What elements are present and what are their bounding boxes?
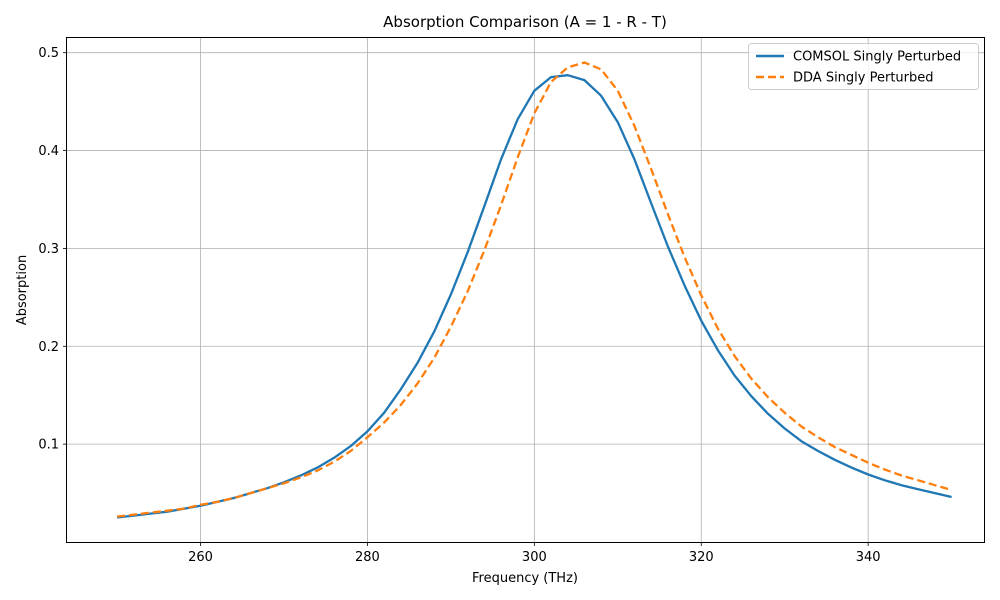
x-axis-label: Frequency (THz) [472, 571, 578, 586]
y-axis-ticks: 0.1 0.2 0.3 0.4 0.5 [38, 46, 67, 453]
x-tick-label: 280 [355, 550, 380, 565]
y-tick-label: 0.3 [38, 242, 59, 257]
x-tick-label: 300 [522, 550, 547, 565]
series-lines [116, 61, 952, 519]
x-axis-ticks: 260 280 300 320 340 [188, 542, 881, 565]
legend-label-dda: DDA Singly Perturbed [793, 71, 934, 86]
x-tick-label: 260 [188, 550, 213, 565]
plot-frame [66, 37, 985, 543]
legend-label-comsol: COMSOL Singly Perturbed [793, 50, 961, 65]
series-line-dda [116, 61, 952, 518]
y-tick-label: 0.2 [38, 340, 59, 355]
chart-title: Absorption Comparison (A = 1 - R - T) [383, 13, 667, 31]
y-tick-label: 0.1 [38, 438, 59, 453]
series-line-comsol [116, 74, 952, 519]
legend: COMSOL Singly Perturbed DDA Singly Pertu… [748, 43, 979, 90]
y-tick-label: 0.5 [38, 46, 59, 61]
legend-box [748, 43, 979, 90]
x-tick-label: 320 [689, 550, 714, 565]
y-tick-label: 0.4 [38, 144, 59, 159]
x-tick-label: 340 [856, 550, 881, 565]
y-axis-label: Absorption [15, 255, 30, 325]
